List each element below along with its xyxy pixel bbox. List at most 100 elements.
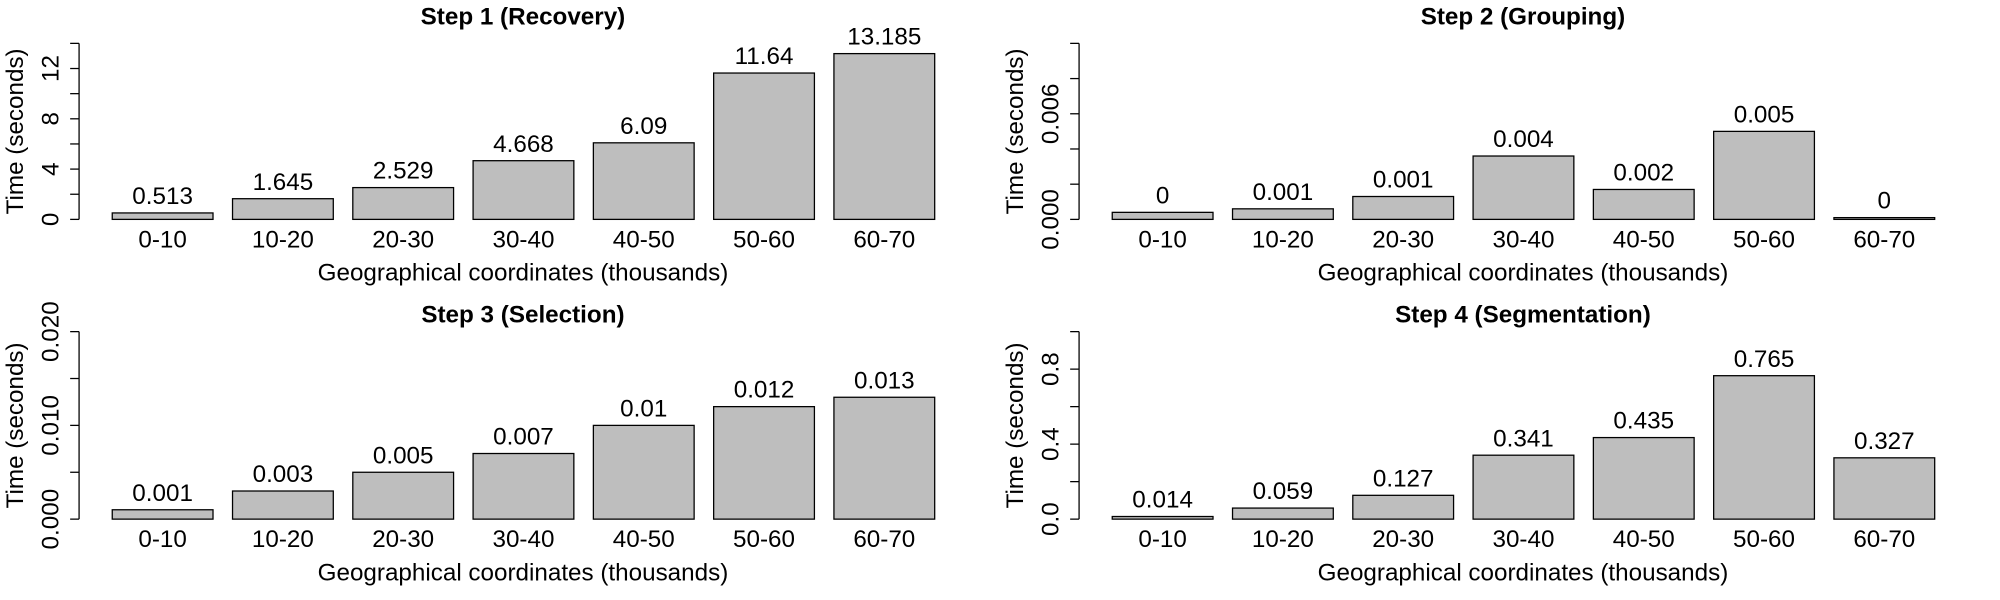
y-tick-label: 0 [38,213,65,226]
value-label: 0 [1878,188,1891,215]
bar [1472,454,1575,520]
bar [833,52,936,221]
value-label: 2.529 [373,158,434,185]
value-label: 6.09 [620,113,667,140]
y-tick-label: 12 [38,55,65,82]
value-label: 0.002 [1613,160,1674,187]
value-label: 0 [1156,182,1169,209]
y-tick-label: 0.8 [1038,352,1065,386]
bar [1111,515,1214,520]
chart-title: Step 1 (Recovery) [421,3,626,30]
x-tick-label: 40-50 [613,526,675,553]
value-label: 0.014 [1132,487,1193,514]
bar [1592,188,1695,221]
chart-title: Step 2 (Grouping) [1421,3,1626,30]
bar [592,142,695,221]
x-tick-label: 50-60 [733,226,795,253]
bar [1833,216,1936,221]
value-label: 13.185 [847,24,921,51]
bar [352,471,455,520]
bar [1713,130,1816,221]
bar [1713,375,1816,520]
bar [713,72,816,221]
x-tick-label: 0-10 [138,226,186,253]
bar [111,212,214,221]
x-tick-label: 60-70 [1853,226,1915,253]
x-tick-label: 60-70 [1853,526,1915,553]
value-label: 0.513 [132,183,193,210]
bar [1111,211,1214,221]
x-axis-title: Geographical coordinates (thousands) [318,559,729,586]
bar [1352,195,1455,221]
value-label: 0.004 [1493,126,1554,153]
value-label: 4.668 [493,131,554,158]
y-axis-title: Time (seconds) [2,48,29,214]
bar [231,198,334,221]
x-tick-label: 0-10 [1138,526,1186,553]
bar [713,405,816,520]
x-tick-label: 10-20 [1252,226,1314,253]
x-tick-label: 10-20 [252,226,314,253]
y-tick-label: 0.010 [38,395,65,456]
bar [1231,507,1334,520]
chart-title: Step 3 (Selection) [421,302,624,329]
bar [1472,155,1575,221]
x-tick-label: 60-70 [853,526,915,553]
x-tick-label: 20-30 [372,526,434,553]
y-axis-title: Time (seconds) [2,342,29,508]
chart-title: Step 4 (Segmentation) [1395,302,1651,329]
value-label: 0.013 [854,367,915,394]
x-tick-label: 30-40 [492,526,554,553]
bar [833,396,936,520]
bar [111,509,214,520]
y-tick-label: 0.006 [1038,83,1065,144]
x-tick-label: 10-20 [252,526,314,553]
x-tick-label: 0-10 [1138,226,1186,253]
y-axis-title: Time (seconds) [1002,342,1029,508]
value-label: 0.001 [1373,167,1434,194]
y-tick-label: 8 [38,112,65,125]
x-tick-label: 0-10 [138,526,186,553]
bar [472,452,575,520]
value-label: 0.127 [1373,465,1434,492]
y-tick-label: 0.0 [1038,502,1065,536]
value-label: 0.327 [1854,428,1915,455]
x-tick-label: 20-30 [1372,526,1434,553]
value-label: 0.003 [253,461,314,488]
bar [1352,494,1455,520]
value-label: 1.645 [253,169,314,196]
x-axis-title: Geographical coordinates (thousands) [1318,260,1729,287]
value-label: 0.435 [1613,408,1674,435]
value-label: 11.64 [735,43,794,70]
value-label: 0.059 [1253,478,1314,505]
x-tick-label: 40-50 [613,226,675,253]
value-label: 0.001 [1253,179,1314,206]
x-tick-label: 40-50 [1613,526,1675,553]
x-tick-label: 50-60 [1733,226,1795,253]
value-label: 0.012 [734,377,795,404]
bar [1592,436,1695,520]
x-tick-label: 50-60 [1733,526,1795,553]
x-tick-label: 30-40 [1492,226,1554,253]
y-tick-label: 4 [38,162,65,175]
value-label: 0.007 [493,424,554,451]
x-axis-title: Geographical coordinates (thousands) [318,260,729,287]
bar [472,160,575,221]
x-tick-label: 50-60 [733,526,795,553]
y-tick-label: 0.4 [1038,427,1065,461]
value-label: 0.01 [620,395,667,422]
bar [1833,457,1936,520]
x-tick-label: 10-20 [1252,526,1314,553]
x-tick-label: 40-50 [1613,226,1675,253]
x-axis-title: Geographical coordinates (thousands) [1318,559,1729,586]
value-label: 0.005 [1734,101,1795,128]
value-label: 0.341 [1493,425,1554,452]
value-label: 0.765 [1734,346,1795,373]
x-tick-label: 30-40 [492,226,554,253]
x-tick-label: 30-40 [1492,526,1554,553]
y-tick-label: 0.020 [38,301,65,362]
x-tick-label: 60-70 [853,226,915,253]
bar [231,490,334,520]
